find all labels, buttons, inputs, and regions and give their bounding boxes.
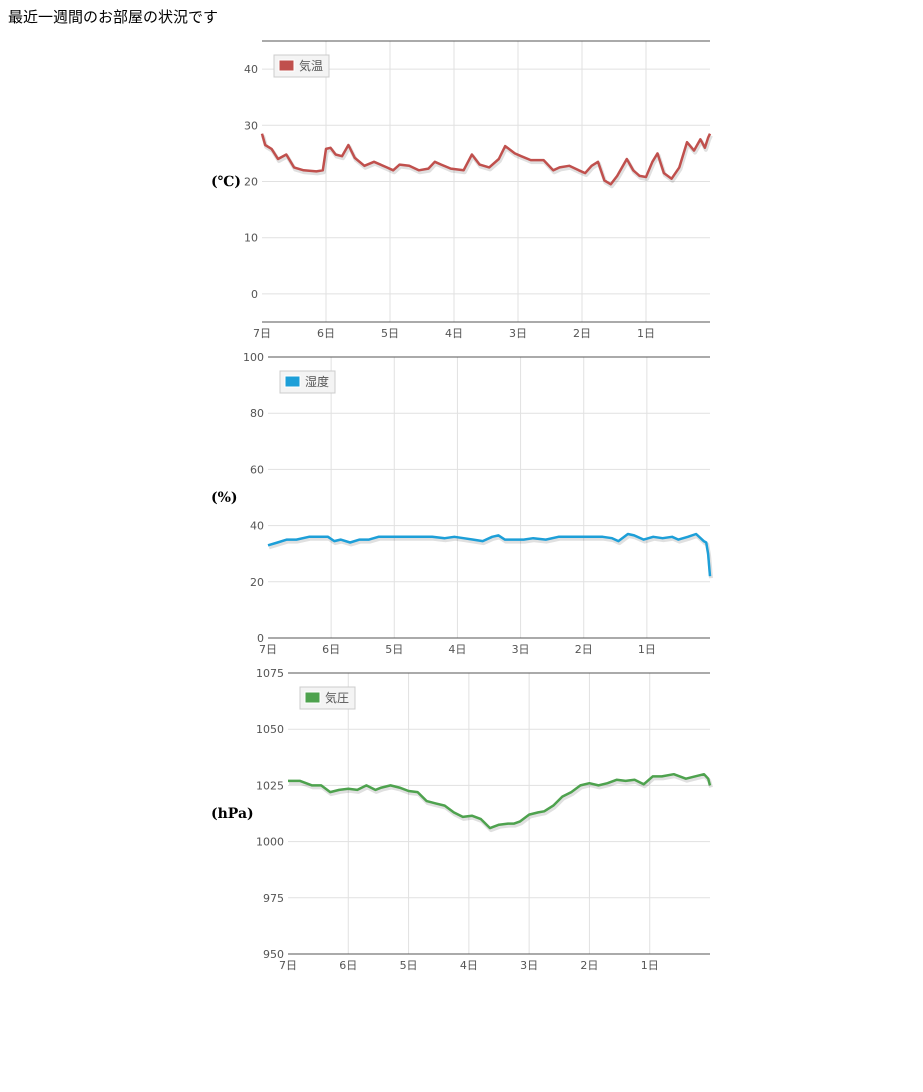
humidity-y-tick-label: 100 — [243, 351, 264, 364]
temp-legend-label: 気温 — [299, 58, 323, 73]
humidity-y-tick-label: 0 — [257, 632, 264, 645]
temp-x-tick-label: 7日 — [253, 327, 271, 340]
humidity-series-line — [267, 532, 712, 577]
pressure-y-tick-label: 1025 — [256, 779, 284, 792]
humidity-y-axis-label: (%) — [211, 490, 238, 506]
humidity-x-tick-label: 7日 — [259, 643, 277, 656]
pressure-x-tick-label: 6日 — [339, 959, 357, 972]
humidity-x-tick-label: 2日 — [575, 643, 593, 656]
pressure-x-tick-label: 2日 — [580, 959, 598, 972]
pressure-y-tick-label: 975 — [263, 892, 284, 905]
humidity-legend-label: 湿度 — [305, 374, 329, 389]
humidity-legend-swatch — [284, 375, 301, 388]
pressure-y-tick-label: 1000 — [256, 836, 284, 849]
pressure-y-tick-label: 950 — [263, 948, 284, 961]
humidity-x-tick-label: 5日 — [385, 643, 403, 656]
temp-x-tick-label: 5日 — [381, 327, 399, 340]
pressure-x-tick-label: 5日 — [400, 959, 418, 972]
temp-y-tick-label: 0 — [251, 288, 258, 301]
humidity-y-tick-label: 80 — [250, 407, 264, 420]
humidity-chart: 0 20 40 60 80 100 7日 6日 5日 4日 3日 2日 1日 (%) 湿度 — [211, 351, 713, 656]
temp-y-tick-label: 10 — [244, 232, 258, 245]
temp-y-tick-label: 20 — [244, 176, 258, 189]
pressure-x-tick-label: 7日 — [279, 959, 297, 972]
page-title: 最近一週間のお部屋の状況です — [8, 8, 219, 26]
pressure-y-axis-label: (hPa) — [211, 806, 254, 822]
humidity-legend: 湿度 — [279, 370, 336, 394]
temp-x-tick-label: 2日 — [573, 327, 591, 340]
humidity-y-tick-label: 40 — [250, 520, 264, 533]
pressure-y-tick-label: 1075 — [256, 667, 284, 680]
humidity-x-tick-label: 6日 — [322, 643, 340, 656]
temp-legend: 気温 — [273, 54, 330, 78]
humidity-series-shadow — [268, 534, 713, 579]
pressure-legend-label: 気圧 — [325, 690, 349, 705]
pressure-chart: 950 975 1000 1025 1050 1075 7日 6日 5日 4日 3日 2日 1日 (hPa… — [211, 667, 713, 972]
temp-x-tick-label: 1日 — [637, 327, 655, 340]
temp-y-tick-label: 30 — [244, 119, 258, 132]
humidity-x-tick-label: 4日 — [448, 643, 466, 656]
temp-series-line — [260, 133, 712, 186]
pressure-x-tick-label: 1日 — [641, 959, 659, 972]
humidity-y-tick-label: 20 — [250, 576, 264, 589]
temp-x-tick-label: 4日 — [445, 327, 463, 340]
pressure-y-tick-label: 1050 — [256, 723, 284, 736]
humidity-y-tick-label: 60 — [250, 463, 264, 476]
pressure-legend: 気圧 — [299, 686, 356, 710]
temp-y-axis-label: (℃) — [211, 174, 241, 190]
pressure-legend-swatch — [304, 691, 321, 704]
humidity-x-tick-label: 1日 — [638, 643, 656, 656]
pressure-series-shadow — [289, 774, 713, 833]
temp-y-tick-label: 40 — [244, 63, 258, 76]
pressure-series-line — [288, 772, 712, 830]
temp-x-tick-label: 6日 — [317, 327, 335, 340]
temp-x-tick-label: 3日 — [509, 327, 527, 340]
humidity-x-tick-label: 3日 — [512, 643, 530, 656]
pressure-x-tick-label: 4日 — [460, 959, 478, 972]
pressure-x-tick-label: 3日 — [520, 959, 538, 972]
temperature-chart: 0 10 20 30 40 7日 6日 5日 4日 3日 2日 1日 (℃) 気温 — [211, 40, 713, 340]
temp-legend-swatch — [278, 59, 295, 72]
